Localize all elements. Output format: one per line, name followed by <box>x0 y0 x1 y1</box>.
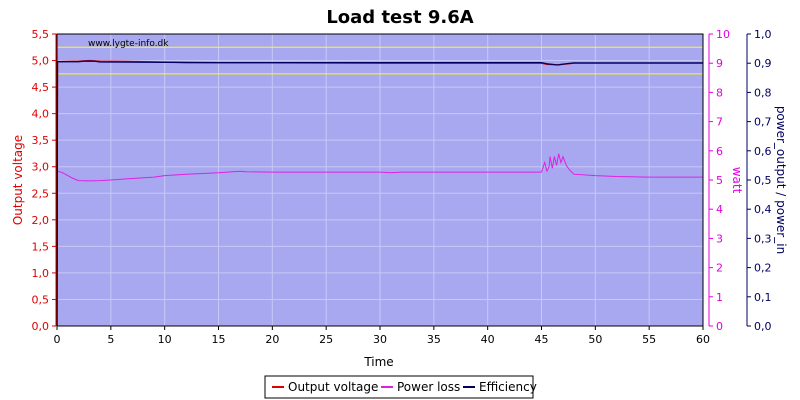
y-right1-tick-label: 9 <box>716 57 723 70</box>
watermark-text: www.lygte-info.dk <box>88 39 169 49</box>
y-right2-tick-label: 0,5 <box>754 174 772 187</box>
y-right2-tick-label: 0,1 <box>754 291 772 304</box>
y-left-tick-label: 5,0 <box>32 55 50 68</box>
chart-title: Load test 9.6A <box>326 7 473 28</box>
series-power-loss <box>56 153 703 327</box>
y-right1-tick-label: 2 <box>716 262 723 275</box>
legend-box <box>264 375 534 399</box>
x-tick-label: 60 <box>696 333 710 346</box>
series-group <box>56 59 703 327</box>
x-tick-label: 5 <box>107 333 114 346</box>
x-tick-label: 55 <box>642 333 656 346</box>
x-axis-label: Time <box>363 355 393 369</box>
legend-label-power-loss: Power loss <box>397 380 460 394</box>
y-left-tick-label: 2,0 <box>32 214 50 227</box>
y-left-tick-label: 0,5 <box>32 293 50 306</box>
y-right2-tick-label: 0,7 <box>754 116 772 129</box>
y-left-tick-label: 2,5 <box>32 187 50 200</box>
x-tick-label: 50 <box>588 333 602 346</box>
y-left-tick-label: 0,0 <box>32 320 50 333</box>
y-right1-tick-label: 8 <box>716 86 723 99</box>
y-right1-tick-label: 1 <box>716 291 723 304</box>
y-left-tick-label: 4,5 <box>32 81 50 94</box>
x-tick-label: 45 <box>535 333 549 346</box>
y-right1-tick-label: 7 <box>716 116 723 129</box>
y-right1-tick-label: 4 <box>716 203 723 216</box>
x-tick-label: 35 <box>427 333 441 346</box>
y-right1-tick-label: 5 <box>716 174 723 187</box>
y-right2-tick-label: 0,3 <box>754 232 772 245</box>
y-right2-tick-label: 0,9 <box>754 57 772 70</box>
y-right1-tick-label: 10 <box>716 28 730 41</box>
y-right2-tick-label: 0,6 <box>754 145 772 158</box>
x-tick-label: 20 <box>265 333 279 346</box>
y-left-tick-label: 3,0 <box>32 161 50 174</box>
y-right2-axis-label: power_output / power_in <box>774 106 788 254</box>
x-tick-label: 40 <box>481 333 495 346</box>
x-tick-label: 25 <box>319 333 333 346</box>
y-left-tick-label: 3,5 <box>32 134 50 147</box>
legend-label-efficiency: Efficiency <box>479 380 537 394</box>
x-tick-label: 10 <box>158 333 172 346</box>
y-right2-tick-label: 0,0 <box>754 320 772 333</box>
x-tick-label: 0 <box>54 333 61 346</box>
y-left-tick-label: 1,5 <box>32 240 50 253</box>
grid <box>56 33 704 327</box>
y-left-tick-label: 1,0 <box>32 267 50 280</box>
y-right2-tick-label: 0,2 <box>754 262 772 275</box>
y-right1-tick-label: 3 <box>716 232 723 245</box>
legend: Output voltage Power loss Efficiency <box>264 375 537 399</box>
series-efficiency <box>56 60 703 327</box>
x-tick-label: 30 <box>373 333 387 346</box>
x-tick-label: 15 <box>212 333 226 346</box>
y-right1-tick-label: 0 <box>716 320 723 333</box>
y-right2-tick-label: 1,0 <box>754 28 772 41</box>
y-right1-axis-label: watt <box>730 167 744 194</box>
y-right2-tick-label: 0,8 <box>754 86 772 99</box>
y-left-tick-label: 4,0 <box>32 108 50 121</box>
y-left-axis-label: Output voltage <box>11 135 25 225</box>
y-left-tick-label: 5,5 <box>32 28 50 41</box>
axes: 0 5 10 15 20 25 30 35 40 45 50 55 600,00,51,01,52,02… <box>32 28 772 346</box>
limit-lines <box>57 46 703 75</box>
y-right1-tick-label: 6 <box>716 145 723 158</box>
y-right2-tick-label: 0,4 <box>754 203 772 216</box>
legend-label-output-voltage: Output voltage <box>288 380 378 394</box>
